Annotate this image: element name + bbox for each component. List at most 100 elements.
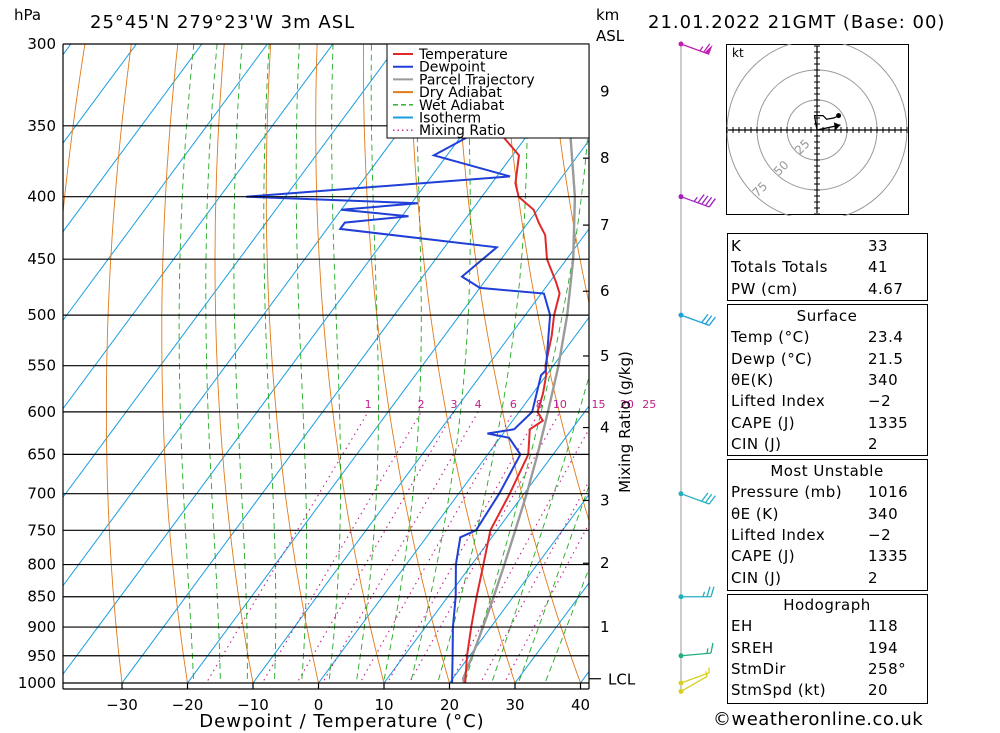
dry-adiabat [105,44,132,683]
hodograph-index-row: EH 118 [727,616,927,637]
index-value: 41 [868,258,889,277]
isotherm [63,44,399,499]
wind-barb [678,642,714,659]
wind-barb-feather [701,313,709,324]
surface-index-row: Lifted Index −2 [727,391,927,412]
hodograph-index-label: SREH [731,638,774,657]
dry-adiabat [409,44,516,683]
hodograph-index-value: 258° [868,660,907,679]
height-unit-bottom: ASL [596,27,625,45]
wet-adiabat [544,567,589,683]
location-title: 25°45'N 279°23'W 3m ASL [90,12,355,33]
mixing-ratio-line [503,522,589,683]
wind-barb-feather [704,315,713,325]
mixing-ratio-label: 1 [365,398,372,411]
unstable-index-row: CAPE (J) 1335 [727,546,927,567]
wind-barb-feather [710,642,714,654]
temperature-tick-label: −10 [237,696,269,714]
index-label: Totals Totals [731,258,828,277]
indices-basic-box [727,233,928,301]
wind-barb-half-feather [706,648,709,654]
wet-adiabat [263,44,277,683]
hodograph-index-row: StmDir 258° [727,659,927,680]
wind-barb-flag [704,44,713,55]
legend-box [386,43,590,139]
wet-adiabat [410,44,471,683]
unstable-index-value: 1335 [868,547,909,566]
temperature-tick-label: −30 [106,696,138,714]
pressure-tick-label: 800 [27,556,56,574]
datetime-title: 21.01.2022 21GMT (Base: 00) [648,12,945,33]
index-row: K 33 [727,236,927,257]
hodograph-index-label: StmSpd (kt) [731,681,827,700]
wind-barb-shaft [680,314,710,326]
surface-index-label: Temp (°C) [731,328,810,347]
mixing-ratio-line [449,427,589,683]
wind-barb [678,586,715,600]
dry-adiabat [315,44,385,683]
mixing-ratio-line [408,411,561,683]
index-label: PW (cm) [731,279,798,298]
km-tick-label: 8 [600,149,610,167]
surface-index-value: −2 [868,392,892,411]
pressure-tick-label: 700 [27,485,56,503]
wind-barb-shaft [680,652,711,657]
pressure-tick-label: 500 [27,306,56,324]
legend-label: Isotherm [419,111,481,127]
indices-hodograph-box [727,594,928,704]
wet-adiabat [517,484,589,683]
surface-index-row: Temp (°C) 23.4 [727,327,927,348]
unstable-index-label: Lifted Index [731,526,826,545]
km-tick-label: 2 [600,554,610,572]
temperature-tick-label: 30 [505,696,524,714]
indices-surface-box [727,304,928,456]
surface-index-value: 340 [868,371,899,390]
mixing-ratio-label: 10 [553,398,567,411]
pressure-tick-label: 1000 [18,674,56,692]
surface-index-row: CIN (J) 2 [727,434,927,455]
km-tick-label: 1 [600,618,610,636]
wet-adiabat [328,44,342,683]
wind-barb [678,491,716,505]
isotherm [63,44,203,233]
hodograph-index-value: 20 [868,681,889,700]
wind-barb-feather [704,493,713,503]
hodograph-index-row: StmSpd (kt) 20 [727,680,927,701]
mixing-ratio-line [296,411,455,683]
unstable-index-value: 340 [868,504,899,523]
wet-adiabat [205,44,221,683]
wind-barb-dot [678,194,684,200]
surface-index-label: CIN (J) [731,434,782,453]
unstable-index-value: −2 [868,526,892,545]
wind-barb-half-feather [699,46,704,52]
surface-index-label: Lifted Index [731,392,826,411]
mixing-ratio-line [386,411,540,683]
hodograph-index-row: SREH 194 [727,638,927,659]
wind-barb-dot [678,41,684,47]
unstable-index-value: 1016 [868,483,909,502]
isotherm [252,228,589,683]
hodograph-title: Hodograph [783,596,871,614]
temperature-tick-label: 10 [374,696,393,714]
index-label: K [731,237,742,256]
temperature-tick-label: 40 [571,696,590,714]
wet-adiabat [178,44,195,683]
wind-barb-feather [710,586,715,597]
indices-unstable: Most Unstable Pressure (mb) 1016 θE (K) 340… [727,461,927,589]
temperature-line [464,44,561,683]
isotherm [63,44,334,410]
isotherm [186,139,589,683]
mixing-ratio-line [479,480,589,683]
wet-adiabat [295,44,308,683]
wind-barb-shaft [680,493,710,505]
dewpoint-line [246,44,559,683]
unstable-index-value: 2 [868,568,879,587]
wind-barb [678,671,708,694]
mixing-ratio-label: 3 [450,398,457,411]
surface-index-row: θE(K) 340 [727,370,927,391]
unstable-index-row: θE (K) 340 [727,504,927,525]
mixing-ratio-axis-label: Mixing Ratio (g/kg) [616,351,634,493]
wind-barb-half-feather [702,591,706,597]
wind-barb [678,194,716,208]
wind-barb-dot [678,491,684,497]
